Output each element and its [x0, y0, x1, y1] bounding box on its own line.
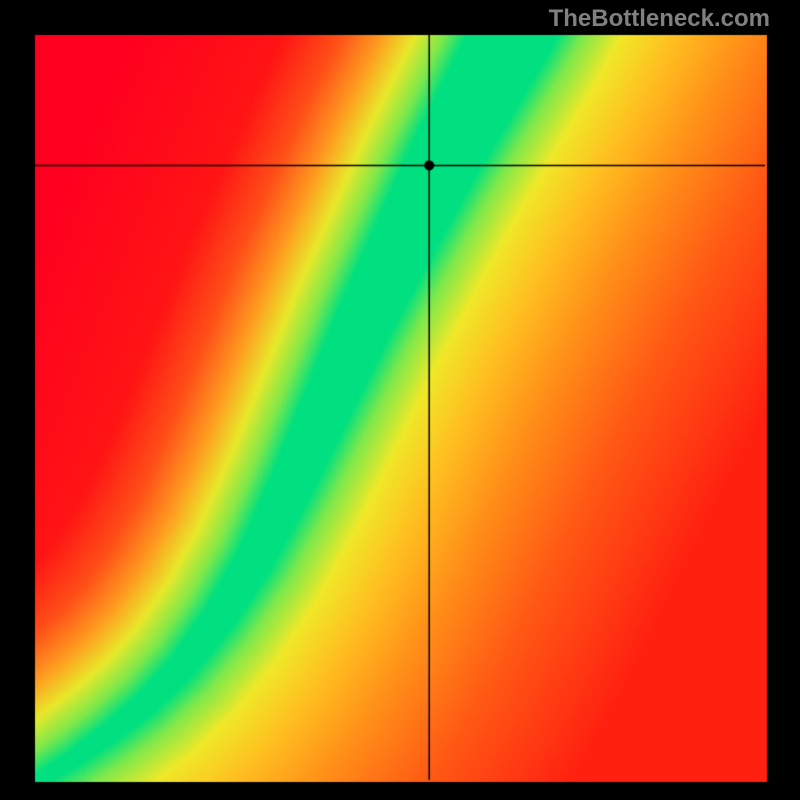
bottleneck-heatmap	[0, 0, 800, 800]
chart-container: TheBottleneck.com	[0, 0, 800, 800]
watermark-text: TheBottleneck.com	[549, 5, 770, 33]
